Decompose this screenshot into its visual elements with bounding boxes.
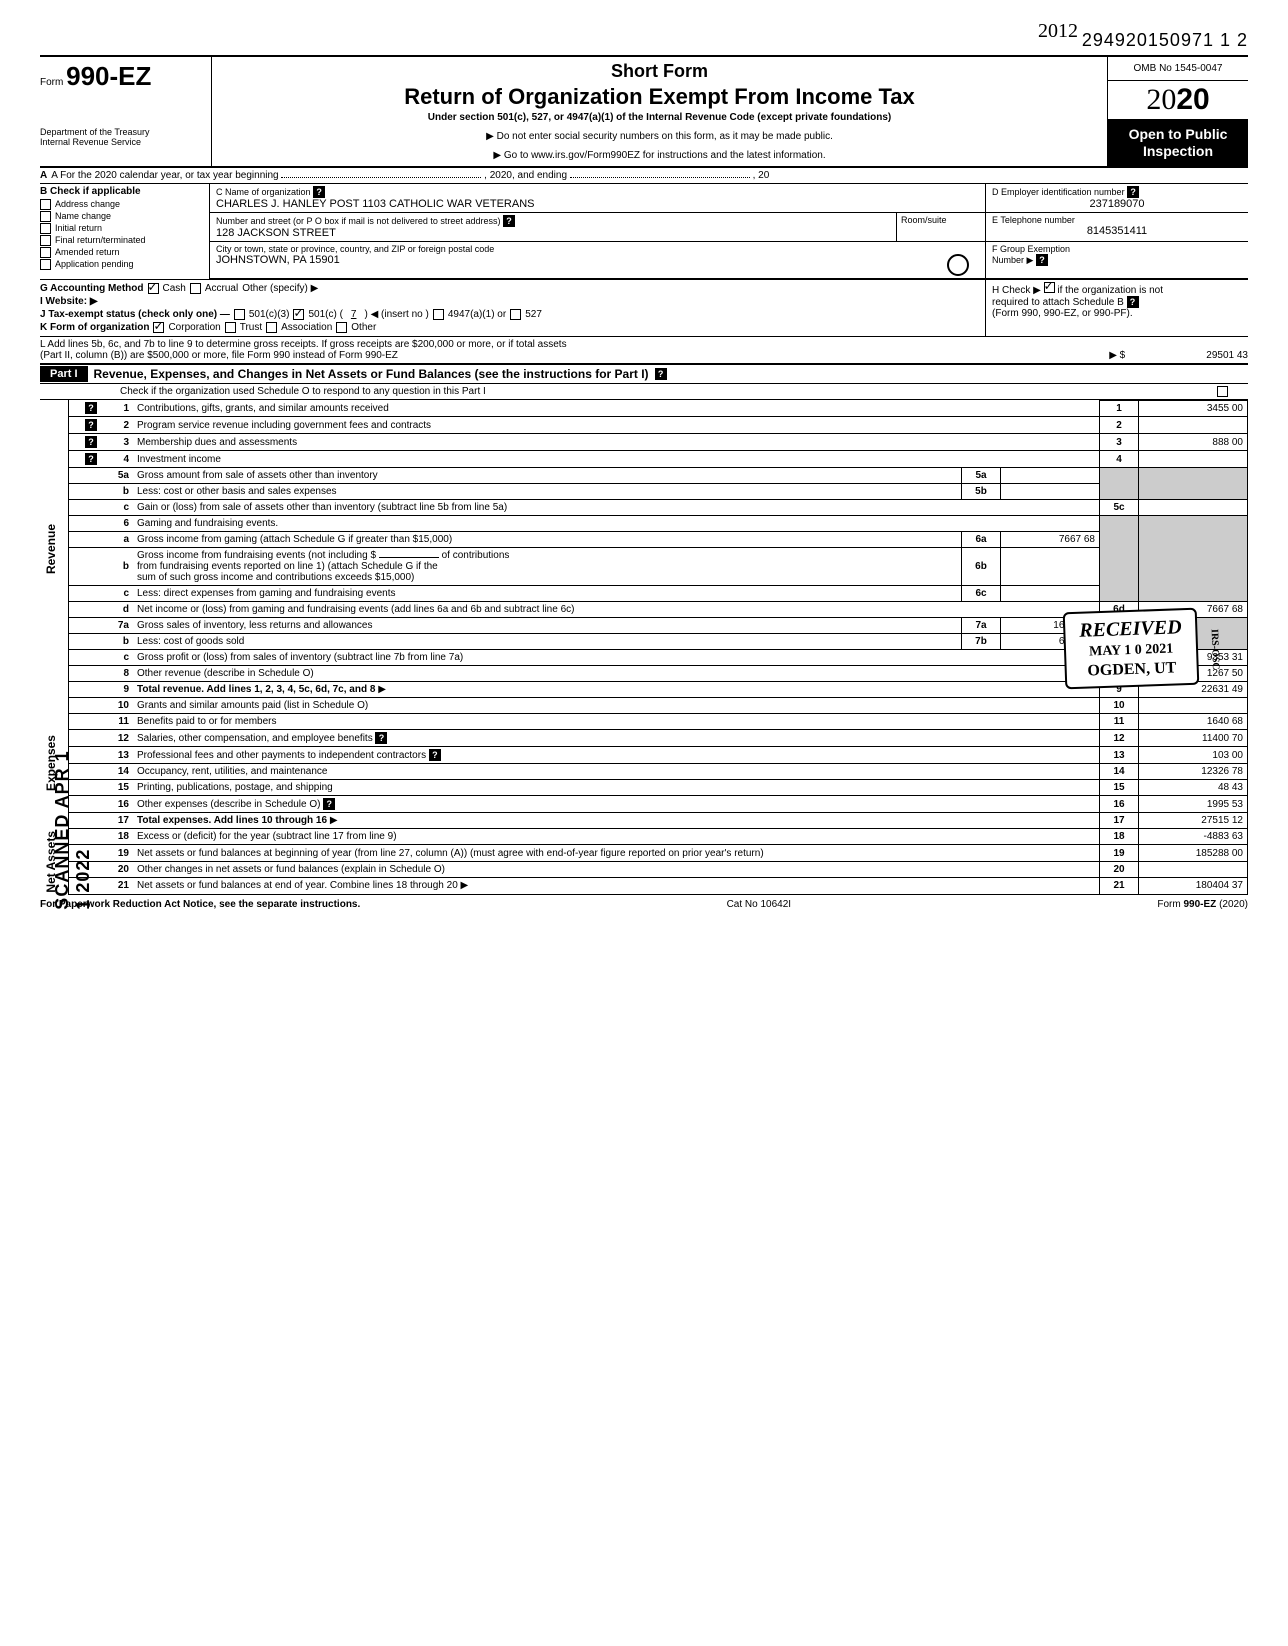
section-d-label: D Employer identification number: [992, 187, 1125, 197]
help-icon[interactable]: ?: [85, 453, 97, 465]
room-suite: Room/suite: [896, 213, 985, 241]
row-h-line3: (Form 990, 990-EZ, or 990-PF).: [992, 308, 1242, 319]
help-icon[interactable]: ?: [429, 749, 441, 761]
line18-amount: -4883 63: [1139, 829, 1248, 845]
line6a-amount: 7667 68: [1001, 532, 1100, 548]
line19-amount: 185288 00: [1139, 845, 1248, 861]
line16-amount: 1995 53: [1139, 796, 1248, 813]
dept-irs: Internal Revenue Service: [40, 138, 205, 148]
gross-receipts-amount: 29501 43: [1128, 350, 1248, 361]
chk-other[interactable]: [336, 322, 347, 333]
chk-initial-return[interactable]: [40, 223, 51, 234]
row-g-label: G Accounting Method: [40, 283, 144, 294]
instruction-2: ▶ Go to www.irs.gov/Form990EZ for instru…: [220, 150, 1099, 161]
line14-amount: 12326 78: [1139, 764, 1248, 780]
chk-name-change[interactable]: [40, 211, 51, 222]
footer: For Paperwork Reduction Act Notice, see …: [40, 895, 1248, 910]
chk-app-pending[interactable]: [40, 259, 51, 270]
row-i-label: I Website: ▶: [40, 296, 98, 307]
chk-501c3[interactable]: [234, 309, 245, 320]
row-k-label: K Form of organization: [40, 322, 149, 333]
help-icon[interactable]: ?: [85, 436, 97, 448]
section-b-checkboxes: B Check if applicable Address change Nam…: [40, 184, 210, 279]
circle-mark: [947, 254, 969, 276]
form-number: 990-EZ: [66, 61, 151, 91]
row-a-tax-year: AA For the 2020 calendar year, or tax ye…: [40, 168, 1248, 184]
help-icon[interactable]: ?: [85, 419, 97, 431]
ein-value: 237189070: [992, 198, 1242, 210]
scanned-stamp: SCANNED APR 1 1 2022: [52, 750, 94, 910]
subtitle: Under section 501(c), 527, or 4947(a)(1)…: [220, 112, 1099, 123]
city-label: City or town, state or province, country…: [216, 244, 979, 254]
help-icon[interactable]: ?: [1036, 254, 1048, 266]
chk-trust[interactable]: [225, 322, 236, 333]
help-icon[interactable]: ?: [85, 402, 97, 414]
irs-osc-label: IRS-OSC: [1208, 629, 1220, 670]
form-prefix: Form: [40, 77, 63, 88]
dln-number: 294920150971 1 2: [1082, 30, 1248, 51]
help-icon[interactable]: ?: [655, 368, 667, 380]
instruction-1: ▶ Do not enter social security numbers o…: [220, 131, 1099, 142]
help-icon[interactable]: ?: [323, 798, 335, 810]
section-f-label2: Number ▶: [992, 255, 1033, 265]
section-f-label1: F Group Exemption: [992, 244, 1242, 254]
line12-amount: 11400 70: [1139, 730, 1248, 747]
chk-accrual[interactable]: [190, 283, 201, 294]
help-icon[interactable]: ?: [1127, 296, 1139, 308]
help-icon[interactable]: ?: [313, 186, 325, 198]
addr-label: Number and street (or P O box if mail is…: [216, 216, 500, 226]
chk-527[interactable]: [510, 309, 521, 320]
help-icon[interactable]: ?: [503, 215, 515, 227]
city-value: JOHNSTOWN, PA 15901: [216, 254, 340, 266]
received-stamp: RECEIVED MAY 1 0 2021 OGDEN, UT IRS-OSC: [1062, 608, 1199, 690]
row-h-line2: required to attach Schedule B: [992, 297, 1124, 308]
chk-4947[interactable]: [433, 309, 444, 320]
line17-amount: 27515 12: [1139, 813, 1248, 829]
row-j-label: J Tax-exempt status (check only one) —: [40, 309, 230, 320]
help-icon[interactable]: ?: [1127, 186, 1139, 198]
section-e-label: E Telephone number: [992, 215, 1242, 225]
line3-amount: 888 00: [1139, 434, 1248, 451]
org-name: CHARLES J. HANLEY POST 1103 CATHOLIC WAR…: [216, 198, 979, 210]
short-form-label: Short Form: [220, 61, 1099, 82]
omb-number: OMB No 1545-0047: [1108, 57, 1248, 81]
part1-note: Check if the organization used Schedule …: [120, 386, 486, 397]
form-header: Form 990-EZ Department of the Treasury I…: [40, 55, 1248, 168]
line1-amount: 3455 00: [1139, 400, 1248, 417]
chk-address-change[interactable]: [40, 199, 51, 210]
section-c-label: C Name of organization: [216, 187, 311, 197]
help-icon[interactable]: ?: [375, 732, 387, 744]
chk-final-return[interactable]: [40, 235, 51, 246]
line13-amount: 103 00: [1139, 747, 1248, 764]
chk-assoc[interactable]: [266, 322, 277, 333]
addr-value: 128 JACKSON STREET: [216, 227, 890, 239]
row-h-line1: H Check ▶: [992, 285, 1041, 296]
part1-label: Part I: [40, 366, 88, 382]
handwritten-year: 2012: [1038, 20, 1078, 43]
line15-amount: 48 43: [1139, 780, 1248, 796]
part1-title: Revenue, Expenses, and Changes in Net As…: [88, 365, 655, 383]
line11-amount: 1640 68: [1139, 714, 1248, 730]
chk-sched-b[interactable]: [1044, 282, 1055, 293]
open-public: Open to Public: [1110, 126, 1246, 143]
chk-cash[interactable]: [148, 283, 159, 294]
chk-amended[interactable]: [40, 247, 51, 258]
chk-corp[interactable]: [153, 322, 164, 333]
revenue-sidebar: Revenue: [44, 524, 58, 574]
section-b-header: B Check if applicable: [40, 186, 205, 197]
main-title: Return of Organization Exempt From Incom…: [220, 84, 1099, 110]
phone-value: 8145351411: [992, 225, 1242, 237]
line21-amount: 180404 37: [1139, 878, 1248, 894]
chk-501c[interactable]: [293, 309, 304, 320]
row-l: L Add lines 5b, 6c, and 7b to line 9 to …: [40, 337, 1248, 364]
tax-year: 2020: [1108, 81, 1248, 120]
inspection-label: Inspection: [1110, 143, 1246, 160]
chk-schedule-o[interactable]: [1217, 386, 1228, 397]
